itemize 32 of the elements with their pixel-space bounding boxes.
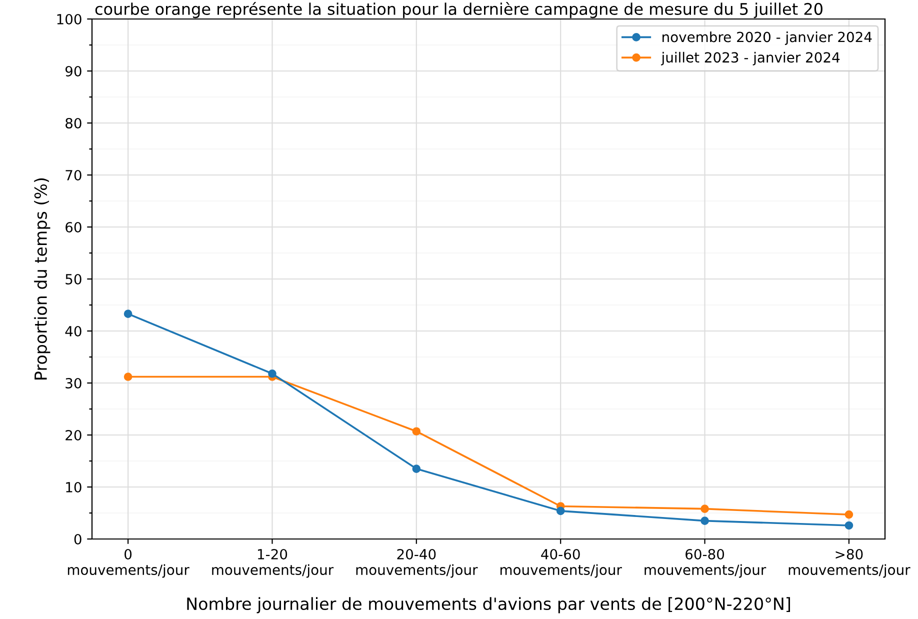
point	[124, 372, 132, 381]
legend-label: novembre 2020 - janvier 2024	[662, 32, 872, 45]
point	[268, 369, 276, 378]
y-tick-label: 40	[65, 326, 82, 336]
y-tick-label: 80	[66, 118, 82, 128]
x-tick-label: 20-40 mouvements/jour	[356, 548, 478, 578]
y-tick-label: 10	[66, 482, 82, 492]
point	[700, 504, 709, 514]
point	[412, 464, 421, 473]
x-axis-title: Nombre journalier de mouvements d'avions par vents de [200°N-220°N]	[187, 597, 790, 614]
y-tick-label: 70	[66, 170, 82, 180]
x-tick-label: 60-80 mouvements/jour	[644, 548, 766, 578]
x-tick-label: 0 mouvements/jour	[68, 548, 190, 578]
x-tick-label: 1-20 mouvements/jour	[212, 548, 334, 578]
y-tick-label: 0	[74, 534, 82, 544]
y-axis-title: Proportion du temps (%)	[34, 178, 50, 380]
y-tick-label: 30	[66, 378, 82, 388]
point	[412, 427, 421, 436]
text: courbe orange représente la situation pour la dernière campagne de mesure du 5 juillet 20	[95, 2, 822, 18]
y-tick-label: 90	[65, 66, 82, 76]
y-tick-label: 50	[66, 274, 82, 284]
point	[844, 510, 854, 519]
legend-label: juillet 2023 - janvier 2024	[661, 52, 840, 66]
point	[124, 310, 132, 318]
point	[844, 521, 854, 530]
point	[700, 516, 709, 525]
x-tick-label: >80 mouvements/jour	[788, 548, 910, 578]
x-tick-label: 40-60 mouvements/jour	[500, 548, 622, 578]
y-tick-label: 100	[57, 14, 82, 24]
y-tick-label: 20	[66, 430, 82, 440]
point	[556, 506, 565, 516]
y-tick-label: 60	[66, 222, 82, 232]
